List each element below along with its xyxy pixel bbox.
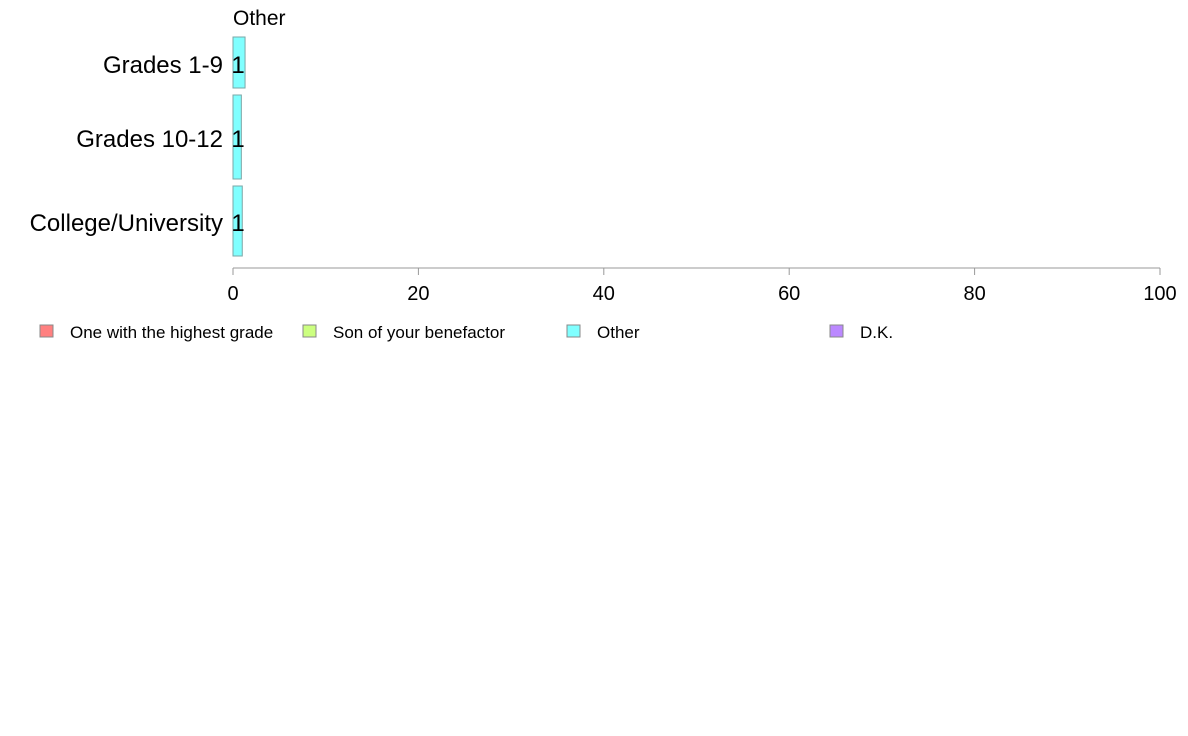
category-label-grades-10-12: Grades 10-12 — [76, 126, 223, 153]
legend: One with the highest grade Son of your be… — [39, 323, 893, 342]
x-tick-label-0: 0 — [227, 283, 238, 305]
legend-swatch-son-of-your-benefactor — [302, 324, 317, 338]
x-tick-label-100: 100 — [1143, 283, 1176, 305]
data-label-grades-1-9: 1 — [231, 52, 244, 79]
legend-swatch-one-with-the-highest-grade — [39, 324, 54, 338]
legend-item-other: Other — [566, 323, 640, 342]
legend-swatch-d-k — [829, 324, 844, 338]
data-label-college-university: 1 — [231, 210, 244, 237]
legend-label-son-of-your-benefactor: Son of your benefactor — [333, 323, 505, 342]
x-axis: 0 20 40 60 80 100 — [227, 267, 1177, 305]
panel-title: Other — [233, 7, 286, 30]
legend-label-other: Other — [597, 323, 640, 342]
category-label-college-university: College/University — [30, 210, 223, 237]
x-tick-label-20: 20 — [407, 283, 429, 305]
bars-layer: Grades 1-9 1 Grades 10-12 1 College/Universi… — [30, 36, 246, 257]
legend-swatch-other — [566, 324, 581, 338]
legend-label-one-with-the-highest-grade: One with the highest grade — [70, 323, 273, 342]
x-tick-label-40: 40 — [593, 283, 615, 305]
legend-item-one-with-the-highest-grade: One with the highest grade — [39, 323, 273, 342]
bar-grades-10-12-other — [232, 94, 242, 180]
bar-grades-1-9-other — [232, 36, 246, 89]
x-tick-label-60: 60 — [778, 283, 800, 305]
legend-label-d-k: D.K. — [860, 323, 893, 342]
x-tick-label-80: 80 — [963, 283, 985, 305]
legend-item-d-k: D.K. — [829, 323, 893, 342]
bar-college-university-other — [232, 185, 243, 257]
category-label-grades-1-9: Grades 1-9 — [103, 52, 223, 79]
legend-item-son-of-your-benefactor: Son of your benefactor — [302, 323, 505, 342]
data-label-grades-10-12: 1 — [231, 126, 244, 153]
